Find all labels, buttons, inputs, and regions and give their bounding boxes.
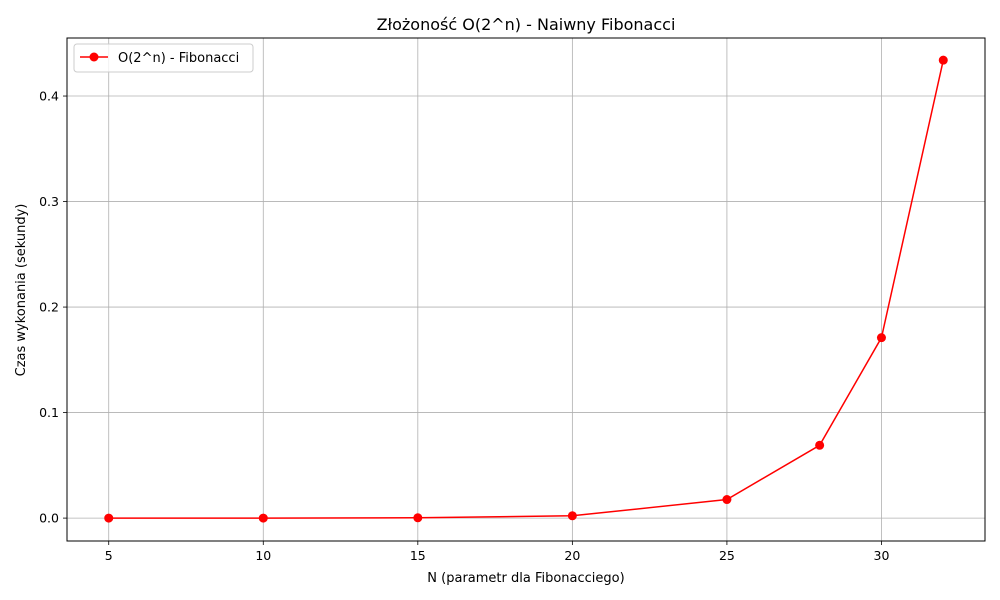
y-tick-label: 0.0 <box>39 511 59 526</box>
x-tick-label: 5 <box>105 548 113 563</box>
y-tick-label: 0.4 <box>39 89 59 104</box>
data-point <box>413 513 423 523</box>
legend-box <box>73 43 254 73</box>
chart-title: Złożoność O(2^n) - Naiwny Fibonacci <box>377 15 676 34</box>
plot-frame <box>66 37 986 542</box>
data-point <box>258 513 268 523</box>
data-point <box>567 511 577 521</box>
data-point <box>938 55 948 65</box>
y-tick-label: 0.2 <box>39 300 59 315</box>
data-point <box>815 440 825 450</box>
data-point <box>104 513 114 523</box>
legend: O(2^n) - Fibonacci <box>73 43 254 73</box>
series-group <box>104 55 948 523</box>
x-tick-label: 30 <box>874 548 890 563</box>
data-point <box>876 333 886 343</box>
x-tick-label: 15 <box>410 548 426 563</box>
x-tick-label: 20 <box>564 548 580 563</box>
x-axis: 5 10 15 20 25 30 <box>105 541 890 563</box>
x-axis-label: N (parametr dla Fibonacciego) <box>427 571 624 586</box>
grid <box>67 38 985 541</box>
y-tick-label: 0.3 <box>39 194 59 209</box>
x-tick-label: 25 <box>719 548 735 563</box>
legend-label: O(2^n) - Fibonacci <box>118 51 239 66</box>
legend-marker <box>89 52 99 62</box>
series-line <box>108 59 945 519</box>
y-axis: 0.0 0.1 0.2 0.3 0.4 <box>39 89 67 526</box>
y-axis-label: Czas wykonania (sekundy) <box>14 204 29 377</box>
y-tick-label: 0.1 <box>39 405 59 420</box>
x-tick-label: 10 <box>255 548 271 563</box>
data-point <box>722 495 732 505</box>
